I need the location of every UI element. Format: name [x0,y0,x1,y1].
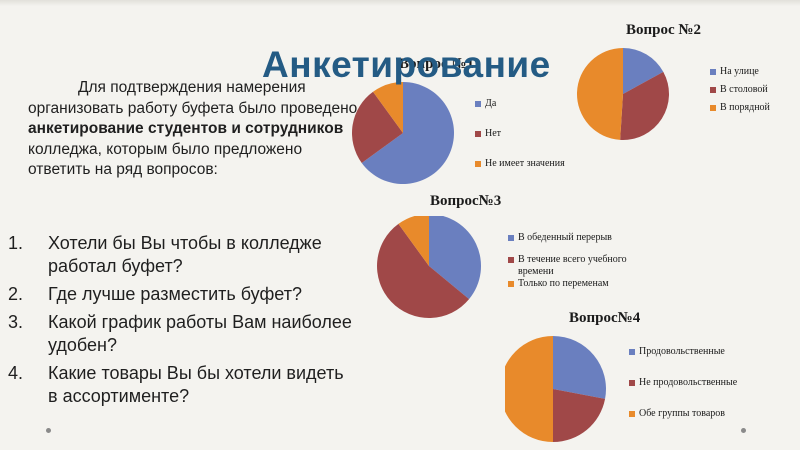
legend-label: Не продовольственные [639,377,738,388]
legend-swatch [475,131,481,137]
legend-swatch [710,105,716,111]
pie-chart-question-2: Вопрос №2 На улице В столовой В порядной [570,22,795,147]
question-number: 3. [8,312,24,332]
legend-label: Да [485,98,497,109]
chart-legend: Да Нет Не имеет значения [475,98,605,178]
chart-title: Вопрос №1 [399,56,474,72]
chart-title: Вопрос №2 [626,22,701,38]
pie-slice [553,389,606,442]
slide-top-edge [0,0,800,6]
chart-legend: В обеденный перерыв В течение всего учеб… [508,232,648,302]
legend-swatch [508,235,514,241]
question-number: 1. [8,233,24,253]
legend-label: Только по переменам [518,278,609,289]
pie-slice [553,336,606,399]
legend-swatch [508,281,514,287]
questions-list: 1. Хотели бы Вы чтобы в колледже работал … [8,232,358,413]
pie-slice [429,216,482,300]
pie-slice [398,216,429,266]
question-text: Где лучше разместить буфет? [48,284,302,304]
legend-swatch [475,161,481,167]
legend-swatch [629,411,635,417]
legend-swatch [710,87,716,93]
question-text: Какой график работы Вам наиболее удобен? [48,312,352,355]
intro-text: Для подтверждения намерения организовать… [28,79,358,117]
legend-label: В столовой [720,84,768,95]
question-item: 3. Какой график работы Вам наиболее удобе… [8,311,358,357]
legend-label: Продовольственные [639,346,725,357]
question-item: 4. Какие товары Вы бы хотели видеть в асс… [8,362,358,408]
pie-slice [576,48,623,140]
question-text: Хотели бы Вы чтобы в колледже работал бу… [48,233,322,276]
legend-swatch [508,257,514,263]
legend-label: В обеденный перерыв [518,232,612,243]
legend-label: Не имеет значения [485,158,565,169]
corner-dot [741,428,746,433]
legend-label: Обе группы товаров [639,408,725,419]
pie-svg [377,216,482,318]
slide-title: Анкетирование [262,44,551,85]
legend-swatch [629,349,635,355]
question-item: 2. Где лучше разместить буфет? [8,283,358,306]
pie-slice [361,82,454,184]
chart-title: Вопрос№3 [430,193,502,209]
legend-swatch [710,69,716,75]
pie-svg [505,336,606,442]
pie-svg [576,48,669,141]
legend-label: В порядной [720,102,770,113]
intro-paragraph: Для подтверждения намерения организовать… [28,78,358,181]
legend-swatch [629,380,635,386]
question-text: Какие товары Вы бы хотели видеть в ассор… [48,363,344,406]
pie-chart-question-1: Вопрос №1 Да Нет Не имеет значения [345,55,605,195]
chart-legend: На улице В столовой В порядной [710,66,795,126]
pie-chart-question-3: Вопрос№3 В обеденный перерыв В течение в… [372,192,662,322]
question-item: 1. Хотели бы Вы чтобы в колледже работал … [8,232,358,278]
pie-chart-question-4: Вопрос№4 Продовольственные Не продовольс… [505,310,755,445]
legend-label: На улице [720,66,759,77]
pie-slice [351,91,403,163]
pie-slice [505,336,553,442]
question-number: 2. [8,284,24,304]
corner-dot [46,428,51,433]
pie-slice [373,82,403,133]
pie-slice [623,48,664,94]
legend-label: В течение всего учебного времени [518,254,627,277]
intro-text-end: колледжа, которым было предложено ответи… [28,140,303,179]
chart-title: Вопрос№4 [569,310,641,326]
pie-slice [377,223,470,318]
chart-legend: Продовольственные Не продовольственные О… [629,346,754,426]
intro-bold-text: анкетирование студентов и сотрудников [28,120,344,137]
pie-svg [351,82,454,184]
pie-slice [620,71,669,141]
legend-label: Нет [485,128,502,139]
legend-swatch [475,101,481,107]
question-number: 4. [8,363,24,383]
